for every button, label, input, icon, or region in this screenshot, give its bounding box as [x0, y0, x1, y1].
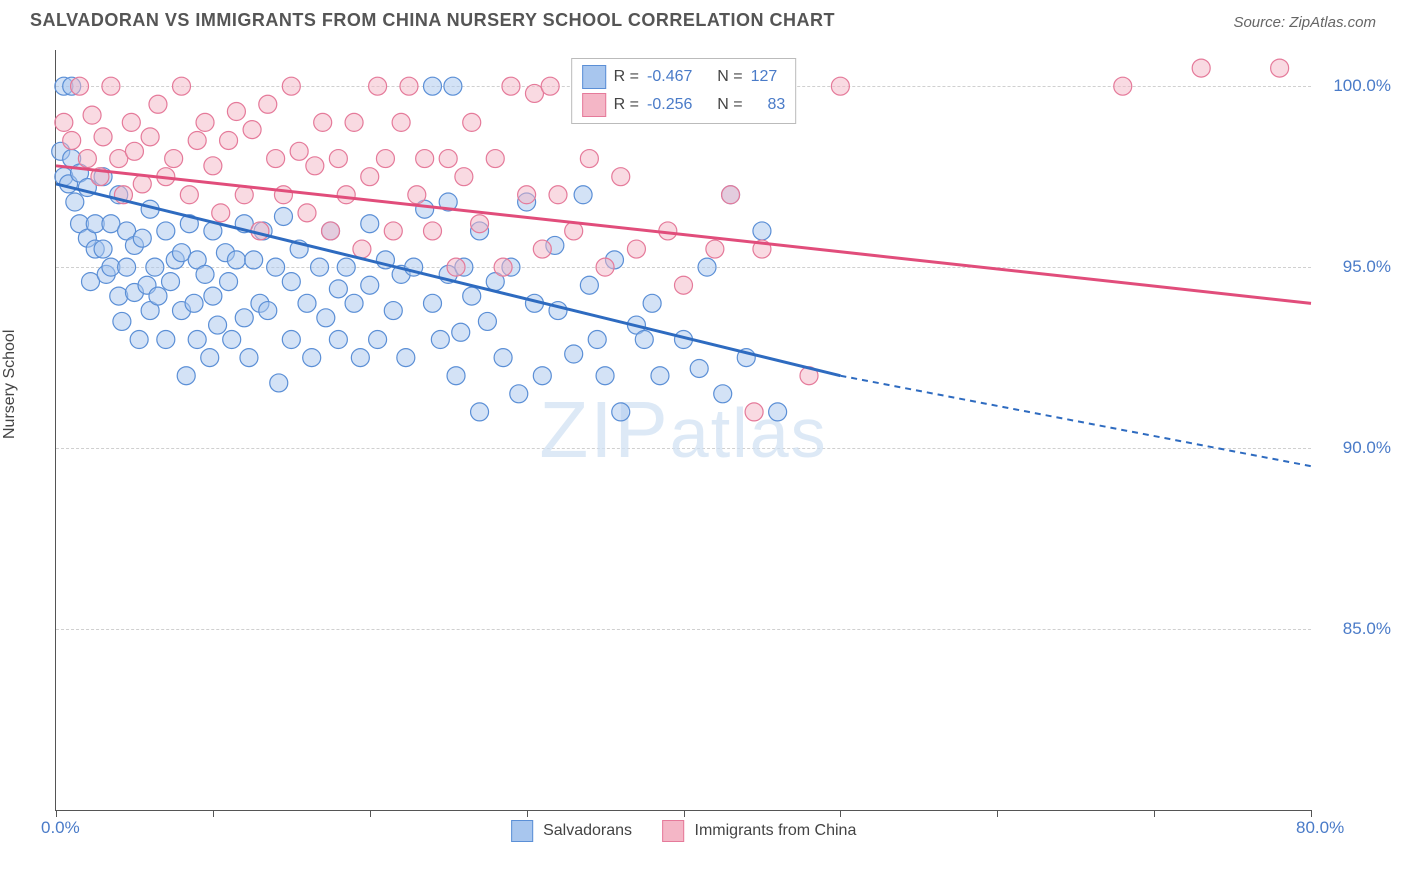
n-value-china: 83: [768, 96, 786, 114]
y-axis-label: Nursery School: [1, 330, 19, 439]
chart-title: SALVADORAN VS IMMIGRANTS FROM CHINA NURS…: [30, 10, 835, 31]
legend-item-china: Immigrants from China: [662, 820, 856, 842]
correlation-legend-row: R = -0.467 N = 127: [582, 63, 786, 91]
chart-plot-area: 85.0%90.0%95.0%100.0% 0.0%80.0% ZIPatlas…: [55, 50, 1311, 811]
n-value-salvadorans: 127: [751, 68, 778, 86]
chart-source: Source: ZipAtlas.com: [1233, 14, 1376, 31]
series-legend: Salvadorans Immigrants from China: [511, 820, 857, 842]
legend-swatch-china: [582, 93, 606, 117]
correlation-legend: R = -0.467 N = 127 R = -0.256 N = 83: [571, 58, 797, 124]
legend-swatch-salvadorans: [582, 65, 606, 89]
legend-swatch-china: [662, 820, 684, 842]
legend-label: Salvadorans: [543, 822, 632, 839]
n-label: N =: [717, 68, 742, 86]
scatter-svg: [56, 50, 1311, 810]
correlation-legend-row: R = -0.256 N = 83: [582, 91, 786, 119]
r-label: R =: [614, 68, 639, 86]
r-label: R =: [614, 96, 639, 114]
legend-item-salvadorans: Salvadorans: [511, 820, 632, 842]
legend-swatch-salvadorans: [511, 820, 533, 842]
r-value-china: -0.256: [647, 96, 692, 114]
legend-label: Immigrants from China: [695, 822, 857, 839]
r-value-salvadorans: -0.467: [647, 68, 692, 86]
n-label: N =: [717, 96, 742, 114]
